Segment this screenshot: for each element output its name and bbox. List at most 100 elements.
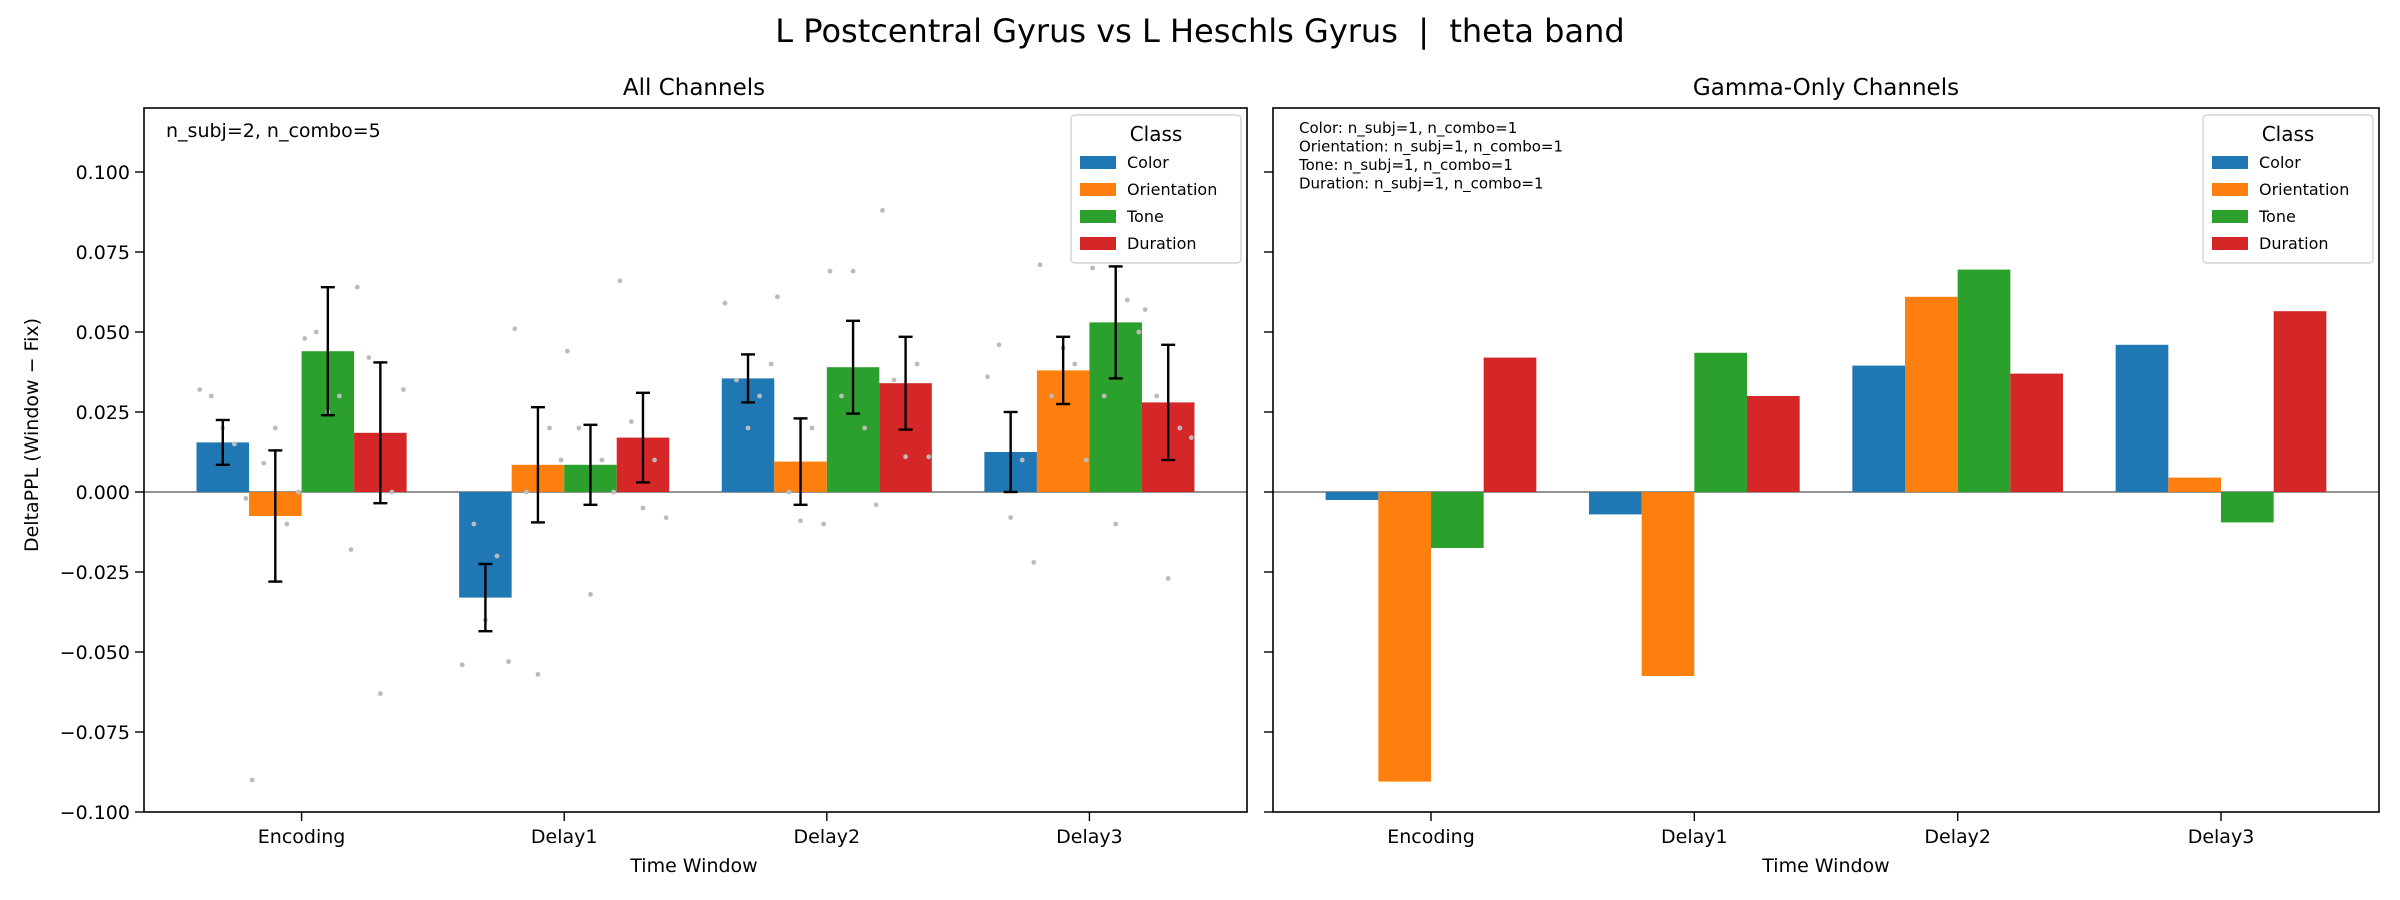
y-axis-label: DeltaPPL (Window − Fix) — [21, 318, 43, 552]
point-tone-delay3 — [1124, 297, 1130, 303]
point-color-delay3 — [1019, 457, 1025, 463]
legend-swatch-tone — [2212, 210, 2248, 223]
legend: Class Color Orientation Tone Duration — [2202, 114, 2374, 264]
errorbar-orientation-delay3 — [1056, 335, 1071, 406]
x-tick-label: Encoding — [1387, 826, 1475, 848]
x-tick-label: Delay1 — [1661, 826, 1728, 848]
errorbar-duration-delay1 — [635, 391, 650, 484]
point-tone-encoding — [336, 393, 342, 399]
point-tone-delay2 — [839, 393, 844, 399]
point-duration-encoding — [366, 355, 372, 360]
legend-label-orientation: Orientation — [2259, 180, 2349, 199]
panel-gamma-only-channels: Gamma-Only Channels Time Window Encoding… — [1264, 75, 2380, 877]
legend: Class Color Orientation Tone Duration — [1070, 114, 1242, 264]
point-orientation-delay2 — [809, 425, 815, 431]
point-orientation-delay3 — [1072, 361, 1078, 367]
x-axis-label-all-channels: Time Window — [629, 855, 757, 877]
point-orientation-delay1 — [558, 457, 564, 463]
point-color-encoding — [197, 387, 203, 392]
errorbar-color-encoding — [215, 418, 230, 466]
point-orientation-delay1 — [512, 326, 518, 332]
point-color-delay2 — [768, 361, 774, 367]
point-orientation-encoding — [296, 489, 301, 495]
point-orientation-encoding — [249, 777, 255, 783]
y-tick-label: 0.075 — [76, 242, 130, 264]
point-orientation-delay2 — [821, 521, 827, 527]
bar-color-delay3 — [2115, 344, 2169, 492]
point-orientation-encoding — [261, 460, 267, 466]
point-tone-delay2 — [862, 425, 868, 431]
errorbar-tone-encoding — [320, 286, 335, 417]
point-orientation-delay1 — [523, 489, 529, 495]
legend-swatch-orientation — [2212, 183, 2248, 196]
panel-title-gamma-only: Gamma-Only Channels — [1693, 75, 1959, 101]
panel-title-all-channels: All Channels — [623, 75, 765, 101]
point-tone-delay3 — [1113, 521, 1119, 527]
point-orientation-delay1 — [547, 425, 552, 431]
point-tone-delay2 — [873, 502, 879, 508]
y-tick-label: 0.025 — [76, 402, 130, 424]
x-axis-label-gamma-only: Time Window — [1761, 855, 1889, 877]
point-duration-delay1 — [652, 457, 657, 463]
errorbar-duration-encoding — [373, 361, 388, 505]
errorbar-color-delay2 — [741, 353, 756, 404]
point-duration-encoding — [377, 691, 383, 696]
point-orientation-delay3 — [1049, 393, 1055, 399]
point-duration-delay3 — [1177, 425, 1183, 431]
errorbar-duration-delay2 — [898, 335, 913, 431]
point-duration-delay3 — [1142, 307, 1148, 312]
x-tick-label: Delay3 — [1056, 826, 1123, 848]
point-orientation-delay3 — [1083, 457, 1089, 463]
y-tick-label: −0.100 — [60, 802, 130, 824]
point-duration-delay1 — [617, 278, 623, 284]
legend-label-tone: Tone — [1126, 207, 1164, 226]
point-orientation-delay2 — [775, 294, 780, 300]
point-tone-delay1 — [564, 348, 570, 354]
annotation-text: Tone: n_subj=1, n_combo=1 — [1298, 156, 1513, 175]
bar-tone-delay2 — [1957, 269, 2011, 492]
y-tick-label: 0.100 — [76, 162, 130, 184]
legend-swatch-duration — [2212, 237, 2248, 250]
errorbar-orientation-encoding — [268, 449, 283, 583]
point-tone-delay1 — [611, 489, 616, 495]
point-tone-encoding — [348, 547, 354, 552]
errorbar-orientation-delay1 — [530, 406, 545, 524]
point-duration-delay3 — [1154, 393, 1160, 399]
legend-swatch-duration — [1080, 237, 1116, 250]
bar-orientation-delay1 — [1641, 492, 1695, 676]
y-tick-label: 0.050 — [76, 322, 130, 344]
legend-swatch-color — [1080, 156, 1116, 169]
y-tick-label: −0.075 — [60, 722, 130, 744]
point-tone-encoding — [313, 329, 319, 335]
panel-all-channels: All Channels Time Window −0.100−0.075−0.… — [60, 75, 1248, 877]
point-color-delay2 — [757, 393, 762, 399]
point-color-encoding — [231, 441, 237, 447]
point-color-delay2 — [722, 300, 728, 306]
bar-tone-encoding — [1431, 492, 1484, 548]
point-tone-delay1 — [576, 425, 582, 431]
bar-duration-delay3 — [2273, 311, 2327, 492]
legend-swatch-orientation — [1080, 183, 1116, 196]
bar-color-encoding — [1325, 492, 1379, 500]
point-duration-delay2 — [903, 454, 908, 460]
axes-frame — [143, 107, 1248, 813]
point-tone-delay3 — [1101, 393, 1107, 399]
errorbar-color-delay1 — [478, 562, 493, 633]
point-orientation-encoding — [272, 425, 278, 431]
point-orientation-encoding — [284, 521, 290, 527]
errorbar-duration-delay3 — [1161, 343, 1176, 462]
axes-frame — [1272, 107, 2380, 813]
point-tone-delay2 — [850, 268, 856, 274]
legend-label-duration: Duration — [2259, 234, 2329, 253]
point-tone-encoding — [302, 336, 308, 341]
legend-title: Class — [2262, 122, 2315, 146]
point-duration-delay2 — [891, 377, 897, 383]
figure-title: L Postcentral Gyrus vs L Heschls Gyrus |… — [775, 12, 1624, 50]
point-duration-delay1 — [663, 515, 669, 520]
bar-duration-delay1 — [1747, 396, 1800, 492]
point-tone-delay3 — [1090, 265, 1095, 271]
x-tick-label: Encoding — [258, 826, 346, 848]
point-color-delay1 — [494, 553, 500, 559]
bar-duration-delay2 — [2010, 373, 2063, 492]
